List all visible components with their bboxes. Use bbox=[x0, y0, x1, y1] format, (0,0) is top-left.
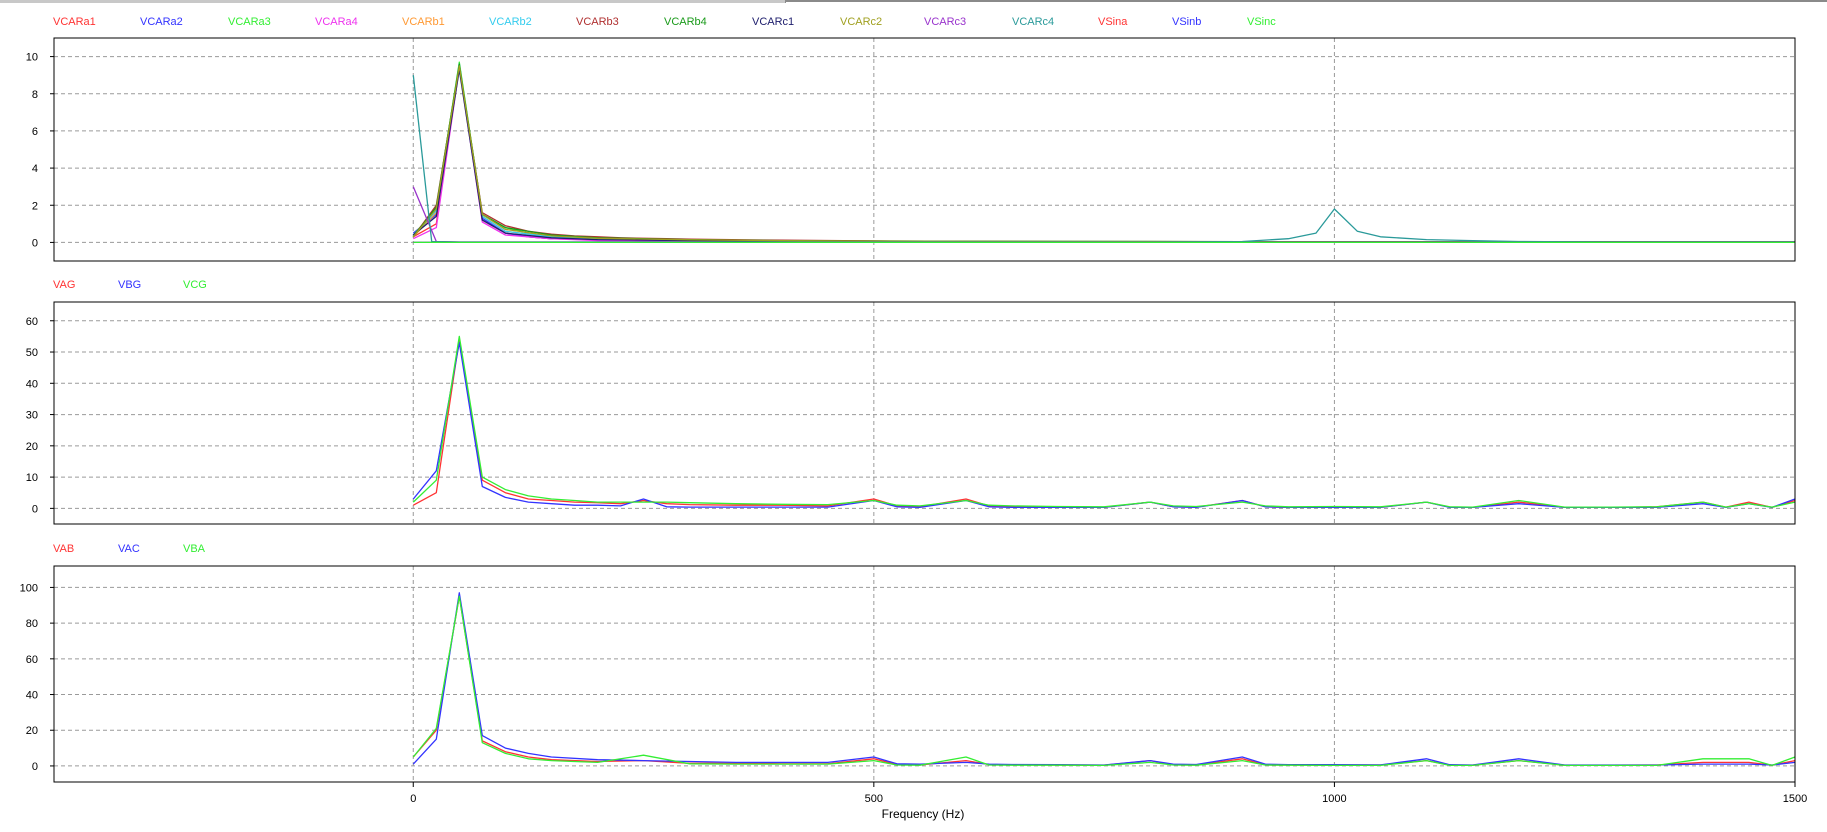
legend-entry-vcarb3: VCARb3 bbox=[576, 16, 619, 28]
y-tick-label: 30 bbox=[26, 410, 38, 422]
legend-entry-vcarc2: VCARc2 bbox=[840, 16, 882, 28]
legend-entry-vcarc4: VCARc4 bbox=[1012, 16, 1054, 28]
legend-entry-vcara1: VCARa1 bbox=[53, 16, 96, 28]
series-line-vag bbox=[412, 338, 1796, 509]
series-line-vcg bbox=[412, 335, 1796, 508]
legend-entry-vbg: VBG bbox=[118, 279, 141, 291]
y-tick-label: 20 bbox=[26, 441, 38, 453]
legend-entry-vcg: VCG bbox=[183, 279, 207, 291]
legend-entry-vcara2: VCARa2 bbox=[140, 16, 183, 28]
series-line-vcarb3 bbox=[412, 65, 1796, 243]
y-tick-label: 6 bbox=[32, 126, 38, 138]
legend-entry-vab: VAB bbox=[53, 543, 74, 555]
plot-frame bbox=[53, 565, 1796, 783]
series-line-vcarb4 bbox=[412, 63, 1796, 243]
plot-frame bbox=[53, 301, 1796, 525]
y-tick-label: 100 bbox=[20, 582, 38, 594]
x-axis-label: Frequency (Hz) bbox=[882, 807, 965, 821]
legend-entry-vcarc3: VCARc3 bbox=[924, 16, 966, 28]
series-line-vcarb2 bbox=[412, 63, 1796, 243]
y-tick-label: 0 bbox=[32, 503, 38, 515]
x-tick-label: 1000 bbox=[1322, 793, 1346, 805]
y-tick-label: 40 bbox=[26, 378, 38, 390]
y-tick-label: 60 bbox=[26, 316, 38, 328]
series-line-vcarc1 bbox=[412, 68, 1795, 243]
y-tick-label: 0 bbox=[32, 761, 38, 773]
legend-entry-vcara4: VCARa4 bbox=[315, 16, 358, 28]
series-line-vba bbox=[412, 595, 1796, 767]
legend-entry-vsinb: VSinb bbox=[1172, 16, 1201, 28]
series-line-vcara1 bbox=[412, 65, 1795, 243]
y-tick-label: 10 bbox=[26, 52, 38, 64]
series-line-vcarb1 bbox=[412, 65, 1796, 243]
y-tick-label: 60 bbox=[26, 654, 38, 666]
series-line-vcarc4 bbox=[412, 75, 1795, 243]
window-tab-strip bbox=[0, 0, 786, 3]
y-tick-label: 0 bbox=[32, 237, 38, 249]
legend-entry-vcarb1: VCARb1 bbox=[402, 16, 445, 28]
series-line-vbg bbox=[412, 341, 1796, 509]
y-tick-label: 10 bbox=[26, 472, 38, 484]
series-line-vab bbox=[412, 595, 1796, 766]
series-line-vcarc2 bbox=[412, 65, 1796, 243]
legend-entry-vac: VAC bbox=[118, 543, 140, 555]
legend-entry-vcarb4: VCARb4 bbox=[664, 16, 707, 28]
series-line-vac bbox=[412, 592, 1796, 766]
y-tick-label: 40 bbox=[26, 690, 38, 702]
x-tick-label: 500 bbox=[865, 793, 883, 805]
legend-entry-vag: VAG bbox=[53, 279, 75, 291]
window-top-border bbox=[0, 0, 1827, 2]
y-tick-label: 20 bbox=[26, 725, 38, 737]
chart-panel-2: 0 10 20 30 40 50 60 VAG VBG VCG bbox=[26, 279, 1796, 525]
x-tick-label: 1500 bbox=[1783, 793, 1807, 805]
legend-entry-vcarc1: VCARc1 bbox=[752, 16, 794, 28]
y-tick-label: 4 bbox=[32, 163, 38, 175]
chart-panel-1: 0 2 4 6 8 10 VCARa1 VCARa2 VCARa3 VCARa4 VCARb1 VCA… bbox=[26, 16, 1796, 262]
plot-frame bbox=[53, 37, 1796, 262]
chart-panel-3: 0 20 40 60 80 100 VAB VAC VBA 0 500 1000 1500 bbox=[20, 543, 1808, 805]
x-tick-label: 0 bbox=[410, 793, 416, 805]
y-tick-label: 80 bbox=[26, 618, 38, 630]
legend-entry-vsina: VSina bbox=[1098, 16, 1128, 28]
series-line-vcara3 bbox=[412, 61, 1795, 243]
y-tick-label: 8 bbox=[32, 89, 38, 101]
y-tick-label: 50 bbox=[26, 347, 38, 359]
legend-entry-vsinc: VSinc bbox=[1247, 16, 1276, 28]
series-line-vcara2 bbox=[412, 63, 1795, 243]
y-tick-label: 2 bbox=[32, 200, 38, 212]
legend-entry-vba: VBA bbox=[183, 543, 206, 555]
series-line-vcarc3 bbox=[412, 186, 1795, 243]
legend-entry-vcara3: VCARa3 bbox=[228, 16, 271, 28]
legend-entry-vcarb2: VCARb2 bbox=[489, 16, 532, 28]
